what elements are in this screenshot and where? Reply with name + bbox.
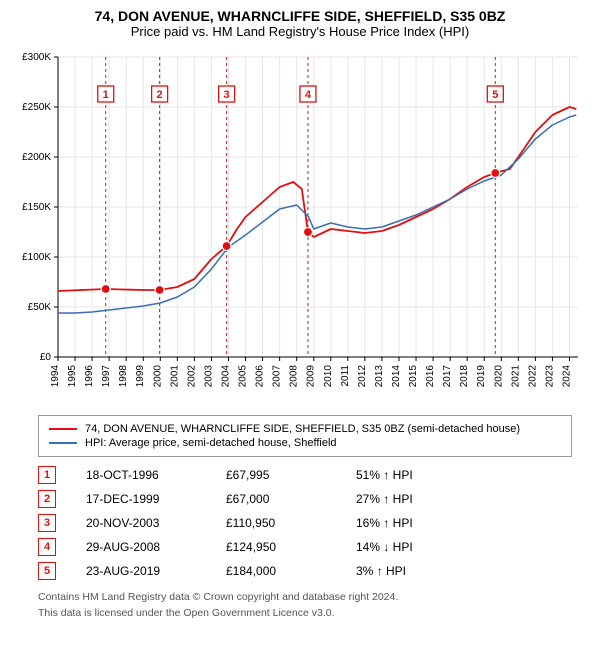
svg-text:2000: 2000	[152, 365, 163, 388]
svg-text:1: 1	[103, 89, 109, 101]
svg-text:£250K: £250K	[22, 102, 51, 113]
transaction-diff: 27% ↑ HPI	[356, 492, 456, 506]
svg-text:2024: 2024	[561, 365, 572, 388]
transaction-marker: 5	[38, 562, 56, 580]
legend-swatch	[49, 442, 77, 444]
svg-text:1995: 1995	[67, 365, 78, 388]
svg-text:2011: 2011	[340, 365, 351, 387]
svg-text:2019: 2019	[476, 365, 487, 388]
svg-text:2023: 2023	[544, 365, 555, 388]
svg-text:2001: 2001	[169, 365, 180, 388]
transaction-marker: 2	[38, 490, 56, 508]
legend-label: 74, DON AVENUE, WHARNCLIFFE SIDE, SHEFFI…	[85, 423, 520, 435]
svg-text:2009: 2009	[306, 365, 317, 388]
disclaimer-line-1: Contains HM Land Registry data © Crown c…	[38, 591, 572, 603]
svg-text:2007: 2007	[272, 365, 283, 388]
transaction-marker: 1	[38, 466, 56, 484]
svg-text:2018: 2018	[459, 365, 470, 388]
svg-text:4: 4	[305, 89, 312, 101]
svg-text:£0: £0	[40, 352, 52, 363]
svg-text:1996: 1996	[84, 365, 95, 388]
svg-text:2004: 2004	[220, 365, 231, 388]
svg-text:1994: 1994	[50, 365, 61, 388]
transaction-row: 2 17-DEC-1999 £67,000 27% ↑ HPI	[38, 487, 572, 511]
transaction-date: 29-AUG-2008	[86, 540, 196, 554]
legend-label: HPI: Average price, semi-detached house,…	[85, 437, 337, 449]
svg-text:2022: 2022	[527, 365, 538, 388]
svg-text:2014: 2014	[391, 365, 402, 388]
legend: 74, DON AVENUE, WHARNCLIFFE SIDE, SHEFFI…	[38, 415, 572, 457]
transaction-date: 17-DEC-1999	[86, 492, 196, 506]
legend-item: 74, DON AVENUE, WHARNCLIFFE SIDE, SHEFFI…	[49, 422, 561, 436]
transaction-date: 20-NOV-2003	[86, 516, 196, 530]
svg-text:2015: 2015	[408, 365, 419, 388]
transaction-price: £67,000	[226, 492, 326, 506]
svg-text:2005: 2005	[238, 365, 249, 388]
transaction-price: £67,995	[226, 468, 326, 482]
disclaimer-line-2: This data is licensed under the Open Gov…	[38, 607, 572, 619]
transaction-diff: 51% ↑ HPI	[356, 468, 456, 482]
svg-text:2010: 2010	[323, 365, 334, 388]
svg-text:2008: 2008	[289, 365, 300, 388]
svg-text:3: 3	[224, 89, 230, 101]
transaction-diff: 3% ↑ HPI	[356, 564, 456, 578]
transaction-diff: 16% ↑ HPI	[356, 516, 456, 530]
svg-text:£50K: £50K	[28, 302, 52, 313]
transaction-row: 4 29-AUG-2008 £124,950 14% ↓ HPI	[38, 535, 572, 559]
transaction-marker: 3	[38, 514, 56, 532]
svg-text:2012: 2012	[357, 365, 368, 388]
svg-text:5: 5	[492, 89, 498, 101]
price-chart: £0 £50K £100K £150K £200K £250K £300K 1994 1995 1…	[8, 47, 592, 407]
svg-text:2016: 2016	[425, 365, 436, 388]
legend-item: HPI: Average price, semi-detached house,…	[49, 436, 561, 450]
transaction-diff: 14% ↓ HPI	[356, 540, 456, 554]
transaction-marker: 4	[38, 538, 56, 556]
svg-text:2002: 2002	[186, 365, 197, 388]
svg-text:1997: 1997	[101, 365, 112, 388]
svg-text:£200K: £200K	[22, 152, 51, 163]
svg-text:2021: 2021	[510, 365, 521, 388]
transaction-price: £184,000	[226, 564, 326, 578]
transaction-date: 18-OCT-1996	[86, 468, 196, 482]
transaction-row: 3 20-NOV-2003 £110,950 16% ↑ HPI	[38, 511, 572, 535]
svg-text:1999: 1999	[135, 365, 146, 388]
svg-text:1998: 1998	[118, 365, 129, 388]
svg-text:2017: 2017	[442, 365, 453, 388]
chart-title: 74, DON AVENUE, WHARNCLIFFE SIDE, SHEFFI…	[8, 8, 592, 24]
svg-text:2: 2	[157, 89, 163, 101]
transaction-row: 5 23-AUG-2019 £184,000 3% ↑ HPI	[38, 559, 572, 583]
svg-text:£100K: £100K	[22, 252, 51, 263]
svg-text:2003: 2003	[203, 365, 214, 388]
legend-swatch	[49, 428, 77, 430]
svg-text:£150K: £150K	[22, 202, 51, 213]
chart-subtitle: Price paid vs. HM Land Registry's House …	[8, 24, 592, 39]
transaction-date: 23-AUG-2019	[86, 564, 196, 578]
transactions-table: 1 18-OCT-1996 £67,995 51% ↑ HPI 2 17-DEC-1999…	[38, 463, 572, 583]
svg-text:2020: 2020	[493, 365, 504, 388]
transaction-price: £110,950	[226, 516, 326, 530]
svg-text:2006: 2006	[255, 365, 266, 388]
transaction-price: £124,950	[226, 540, 326, 554]
svg-text:2013: 2013	[374, 365, 385, 388]
transaction-row: 1 18-OCT-1996 £67,995 51% ↑ HPI	[38, 463, 572, 487]
svg-text:£300K: £300K	[22, 52, 51, 63]
